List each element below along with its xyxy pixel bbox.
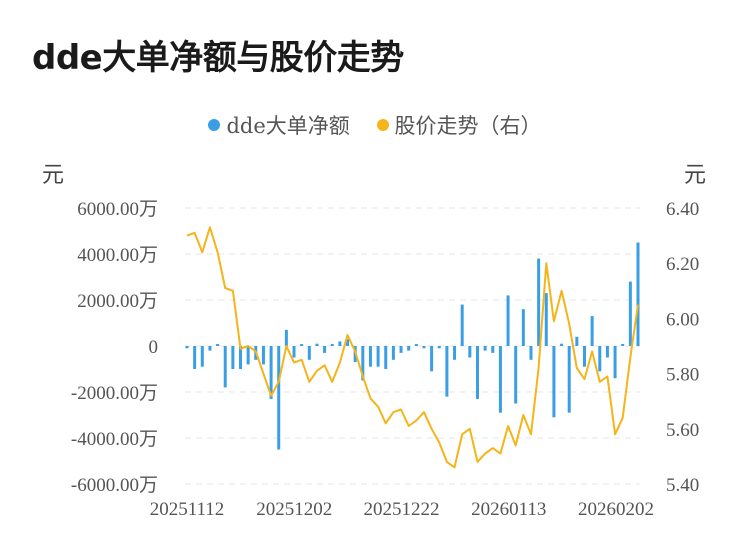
bar: [407, 346, 411, 351]
bar: [437, 346, 441, 349]
bar: [239, 346, 243, 369]
legend-item-dde[interactable]: dde大单净额: [208, 110, 350, 140]
bar: [307, 346, 311, 360]
bar: [338, 341, 342, 346]
bar: [346, 339, 350, 346]
bar: [361, 346, 365, 381]
bar: [422, 346, 426, 349]
chart-title: dde大单净额与股价走势: [32, 38, 404, 78]
x-tick-label: 20251112: [150, 499, 225, 520]
legend-label-price: 股价走势（右）: [394, 114, 542, 138]
bar: [193, 346, 197, 369]
right-tick-label: 5.60: [666, 420, 699, 441]
bar: [483, 346, 487, 351]
bar: [491, 346, 495, 353]
bar: [399, 346, 403, 353]
bar: [575, 336, 579, 346]
bar: [521, 309, 525, 346]
bar: [628, 281, 632, 346]
bar: [261, 346, 265, 365]
bar: [636, 242, 640, 346]
bar: [185, 346, 189, 349]
bar: [284, 329, 288, 346]
bar: [605, 346, 609, 358]
bar: [391, 346, 395, 360]
left-tick-label: 2000.00万: [77, 291, 158, 312]
right-tick-label: 6.40: [666, 199, 699, 220]
bar: [498, 346, 502, 413]
left-tick-label: 4000.00万: [77, 245, 158, 266]
bar: [315, 343, 319, 346]
bar: [445, 346, 449, 397]
x-tick-label: 20260202: [578, 499, 654, 520]
bar: [529, 346, 533, 360]
bar: [231, 346, 235, 369]
bar: [506, 295, 510, 346]
bar: [552, 346, 556, 418]
left-axis-unit: 元: [42, 163, 65, 188]
bar: [621, 344, 625, 346]
right-tick-label: 6.20: [666, 254, 699, 275]
x-tick-label: 20251222: [364, 499, 440, 520]
bar: [453, 346, 457, 360]
legend-dot-price: [376, 119, 389, 131]
bar: [376, 346, 380, 367]
bar: [323, 346, 327, 353]
right-tick-label: 5.40: [666, 475, 699, 496]
bar: [598, 346, 602, 372]
bar: [590, 316, 594, 346]
bar: [560, 343, 564, 346]
bar: [544, 293, 548, 346]
left-tick-label: -4000.00万: [71, 429, 158, 450]
bar: [216, 344, 220, 346]
x-tick-label: 20260113: [471, 499, 546, 520]
bar: [537, 258, 541, 346]
right-axis-unit: 元: [684, 163, 707, 188]
legend-dot-dde: [208, 119, 221, 131]
bar: [223, 346, 227, 388]
chart-legend: dde大单净额 股价走势（右）: [0, 110, 750, 140]
left-tick-label: 0: [149, 337, 159, 358]
bar: [514, 346, 518, 404]
left-tick-label: -6000.00万: [71, 475, 158, 496]
bar: [567, 346, 571, 413]
bar: [475, 346, 479, 399]
right-tick-label: 5.80: [666, 365, 699, 386]
right-tick-label: 6.00: [666, 309, 699, 330]
bar: [460, 304, 464, 346]
bar: [368, 346, 372, 367]
bar: [414, 344, 418, 346]
left-tick-label: -2000.00万: [71, 383, 158, 404]
bar: [468, 346, 472, 358]
bar: [330, 344, 334, 346]
legend-item-price[interactable]: 股价走势（右）: [376, 110, 542, 140]
bar: [200, 346, 204, 367]
bar: [582, 346, 586, 367]
bar: [300, 344, 304, 346]
bar: [613, 346, 617, 379]
legend-label-dde: dde大单净额: [226, 114, 350, 138]
x-tick-label: 20251202: [256, 499, 332, 520]
bar: [277, 346, 281, 450]
bar: [292, 346, 296, 358]
bar: [246, 346, 250, 365]
bar: [384, 346, 388, 369]
left-tick-label: 6000.00万: [77, 199, 158, 220]
bar: [430, 346, 434, 372]
bar: [208, 346, 212, 351]
bar: [269, 346, 273, 399]
price-line: [186, 226, 639, 469]
